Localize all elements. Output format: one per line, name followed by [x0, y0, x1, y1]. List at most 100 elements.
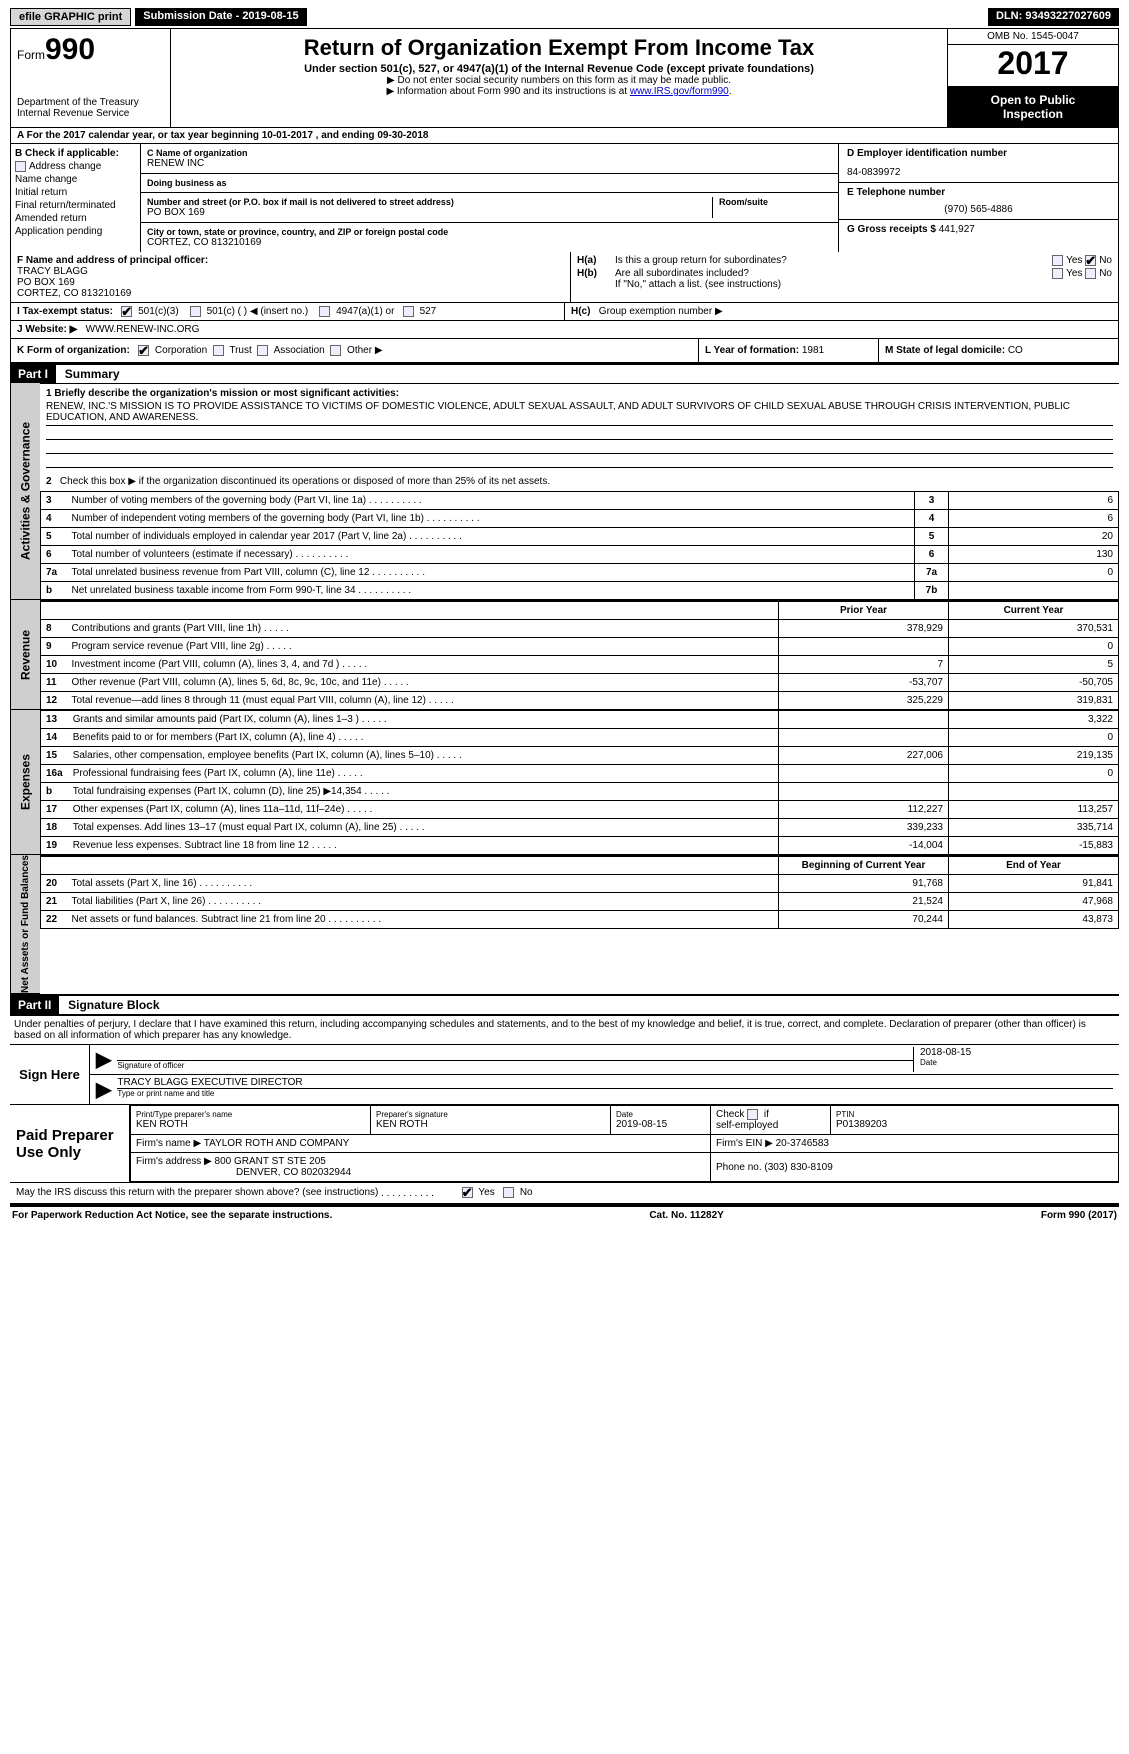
part-ii-header: Part II Signature Block [10, 994, 1119, 1014]
firm-ein: 20-3746583 [776, 1138, 829, 1149]
hb-label: Are all subordinates included? [615, 268, 1052, 279]
table-row: 20Total assets (Part X, line 16)91,76891… [41, 875, 1119, 893]
preparer-date: 2019-08-15 [616, 1119, 667, 1130]
city-label: City or town, state or province, country… [147, 227, 832, 237]
address-change-checkbox[interactable] [15, 161, 26, 172]
revenue-table: Prior Year Current Year 8Contributions a… [40, 600, 1119, 710]
expenses-table: 13Grants and similar amounts paid (Part … [40, 710, 1119, 855]
assoc-checkbox[interactable] [257, 345, 268, 356]
ptin-value: P01389203 [836, 1119, 887, 1130]
firm-addr1: 800 GRANT ST STE 205 [215, 1156, 326, 1167]
cat-number: Cat. No. 11282Y [649, 1210, 723, 1221]
type-name-label: Type or print name and title [117, 1089, 1113, 1098]
table-row: 17Other expenses (Part IX, column (A), l… [41, 801, 1119, 819]
form-header: Form990 Department of the Treasury Inter… [10, 28, 1119, 128]
paperwork-notice: For Paperwork Reduction Act Notice, see … [12, 1210, 332, 1221]
dln-badge: DLN: 93493227027609 [988, 8, 1119, 26]
form-subtitle: Under section 501(c), 527, or 4947(a)(1)… [177, 63, 941, 75]
sig-officer-label: Signature of officer [117, 1061, 913, 1070]
form-footer: Form 990 (2017) [1041, 1210, 1117, 1221]
discuss-yes-checkbox[interactable] [462, 1187, 473, 1198]
table-row: bNet unrelated business taxable income f… [41, 582, 1119, 600]
officer-name: TRACY BLAGG [17, 266, 564, 277]
table-row: 19Revenue less expenses. Subtract line 1… [41, 837, 1119, 855]
table-row: 3Number of voting members of the governi… [41, 492, 1119, 510]
governance-table: 3Number of voting members of the governi… [40, 491, 1119, 600]
irs-label: Internal Revenue Service [17, 108, 164, 119]
hb-no-checkbox[interactable] [1085, 268, 1096, 279]
table-row: 9Program service revenue (Part VIII, lin… [41, 638, 1119, 656]
sig-date-value: 2018-08-15 [920, 1047, 1113, 1058]
top-toolbar: efile GRAPHIC print Submission Date - 20… [10, 8, 1119, 26]
form-number: Form990 [17, 33, 164, 67]
dept-treasury: Department of the Treasury [17, 97, 164, 108]
527-checkbox[interactable] [403, 306, 414, 317]
trust-checkbox[interactable] [213, 345, 224, 356]
discuss-question: May the IRS discuss this return with the… [16, 1188, 378, 1199]
org-name: RENEW INC [147, 158, 832, 169]
table-row: 7aTotal unrelated business revenue from … [41, 564, 1119, 582]
officer-printed-name: TRACY BLAGG EXECUTIVE DIRECTOR [117, 1077, 1113, 1089]
preparer-signature: KEN ROTH [376, 1119, 428, 1130]
mission-text: RENEW, INC.'S MISSION IS TO PROVIDE ASSI… [46, 399, 1113, 426]
discuss-no-checkbox[interactable] [503, 1187, 514, 1198]
hc-key: H(c) [571, 306, 590, 317]
corp-checkbox[interactable] [138, 345, 149, 356]
table-row: 8Contributions and grants (Part VIII, li… [41, 620, 1119, 638]
net-assets-table: Beginning of Current Year End of Year 20… [40, 855, 1119, 929]
ein-value: 84-0839972 [847, 167, 1110, 178]
org-form-row: K Form of organization: Corporation Trus… [10, 339, 1119, 363]
ein-label: D Employer identification number [847, 148, 1110, 159]
501c-checkbox[interactable] [190, 306, 201, 317]
hb-key: H(b) [577, 268, 615, 279]
hc-label: Group exemption number ▶ [599, 306, 723, 317]
street-label: Number and street (or P.O. box if mail i… [147, 197, 712, 207]
side-revenue: Revenue [10, 600, 40, 710]
officer-group-block: F Name and address of principal officer:… [10, 252, 1119, 303]
section-b-label: B Check if applicable: [15, 148, 136, 159]
ha-yes-checkbox[interactable] [1052, 255, 1063, 266]
website-value: WWW.RENEW-INC.ORG [86, 324, 200, 335]
self-employed-checkbox[interactable] [747, 1109, 758, 1120]
table-row: 15Salaries, other compensation, employee… [41, 747, 1119, 765]
ssn-note: ▶ Do not enter social security numbers o… [177, 75, 941, 86]
other-checkbox[interactable] [330, 345, 341, 356]
table-row: 18Total expenses. Add lines 13–17 (must … [41, 819, 1119, 837]
officer-label: F Name and address of principal officer: [17, 255, 564, 266]
ha-key: H(a) [577, 255, 615, 266]
irs-link[interactable]: www.IRS.gov/form990 [630, 86, 729, 97]
firm-phone: (303) 830-8109 [764, 1162, 832, 1173]
hb-yes-checkbox[interactable] [1052, 268, 1063, 279]
hb-note: If "No," attach a list. (see instruction… [577, 279, 1112, 290]
page-footer: For Paperwork Reduction Act Notice, see … [10, 1205, 1119, 1224]
table-row: 16aProfessional fundraising fees (Part I… [41, 765, 1119, 783]
line2-text: Check this box ▶ if the organization dis… [60, 476, 550, 487]
table-row: 22Net assets or fund balances. Subtract … [41, 911, 1119, 929]
org-name-label: C Name of organization [147, 148, 832, 158]
website-row: J Website: ▶ WWW.RENEW-INC.ORG [10, 321, 1119, 339]
city-value: CORTEZ, CO 813210169 [147, 237, 832, 248]
officer-addr1: PO BOX 169 [17, 277, 564, 288]
signature-block: Under penalties of perjury, I declare th… [10, 1014, 1119, 1204]
omb-number: OMB No. 1545-0047 [948, 29, 1118, 45]
open-public-badge: Open to PublicInspection [948, 87, 1118, 127]
room-label: Room/suite [719, 197, 832, 207]
state-domicile: CO [1008, 345, 1023, 356]
side-expenses: Expenses [10, 710, 40, 855]
submission-date: Submission Date - 2019-08-15 [135, 8, 306, 26]
paid-preparer-label: Paid Preparer Use Only [10, 1105, 130, 1182]
mission-label: 1 Briefly describe the organization's mi… [46, 388, 1113, 399]
preparer-name: KEN ROTH [136, 1119, 188, 1130]
table-row: bTotal fundraising expenses (Part IX, co… [41, 783, 1119, 801]
signature-arrow-icon: ▶ [96, 1047, 111, 1072]
efile-print-button[interactable]: efile GRAPHIC print [10, 8, 131, 26]
tax-year: 2017 [948, 45, 1118, 87]
identification-block: B Check if applicable: Address change Na… [10, 144, 1119, 252]
gross-receipts-value: 441,927 [939, 224, 975, 235]
501c3-checkbox[interactable] [121, 306, 132, 317]
table-row: 6Total number of volunteers (estimate if… [41, 546, 1119, 564]
table-row: 12Total revenue—add lines 8 through 11 (… [41, 692, 1119, 710]
ha-no-checkbox[interactable] [1085, 255, 1096, 266]
info-note: ▶ Information about Form 990 and its ins… [177, 86, 941, 97]
4947-checkbox[interactable] [319, 306, 330, 317]
